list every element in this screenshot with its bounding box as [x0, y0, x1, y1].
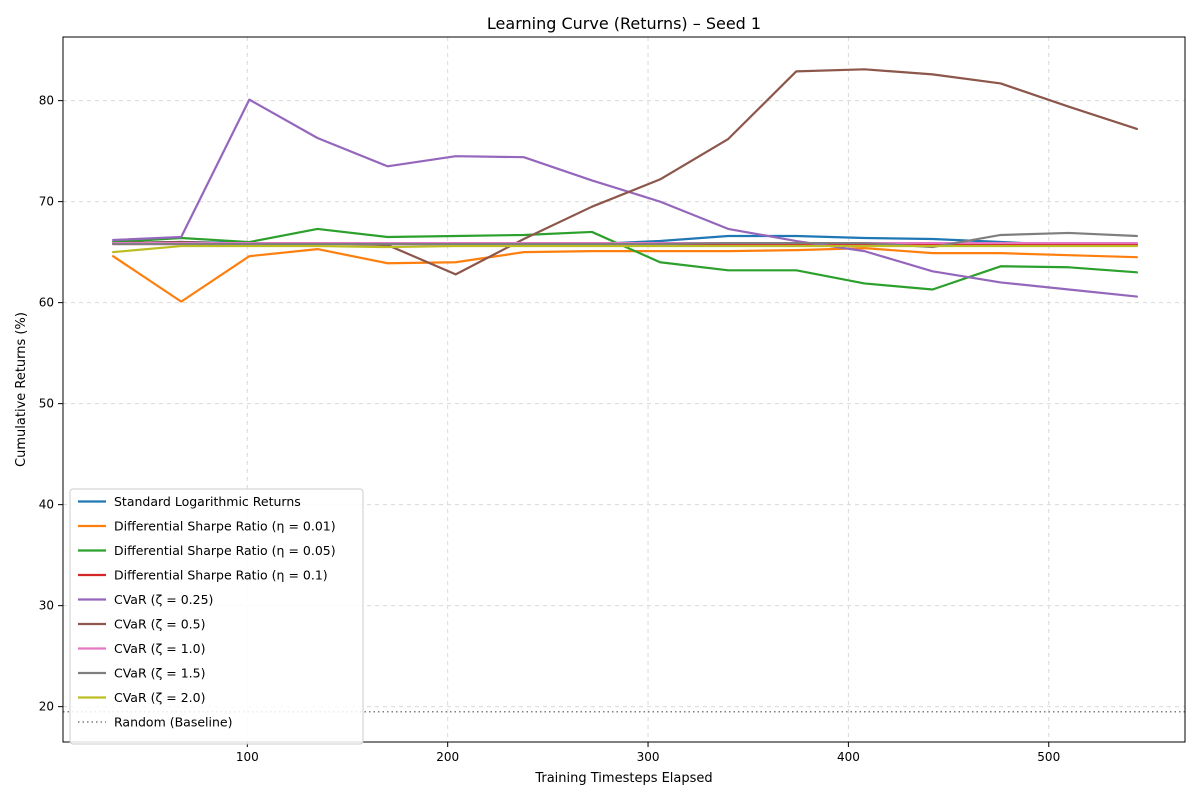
y-tick-label: 50	[39, 397, 54, 411]
legend-label: CVaR (ζ = 2.0)	[114, 690, 205, 705]
series-layer	[111, 68, 1139, 303]
y-tick-label: 20	[39, 700, 54, 714]
x-axis-label: Training Timesteps Elapsed	[534, 771, 712, 786]
series-line-1	[111, 246, 1139, 303]
y-tick-label: 60	[39, 296, 54, 310]
x-tick-label: 100	[236, 750, 259, 764]
y-tick-label: 80	[39, 94, 54, 108]
y-tick-label: 40	[39, 498, 54, 512]
legend-label: Standard Logarithmic Returns	[114, 494, 301, 509]
y-tick-label: 30	[39, 599, 54, 613]
x-tick-label: 500	[1037, 750, 1060, 764]
legend-label: CVaR (ζ = 1.0)	[114, 641, 205, 656]
legend-box	[69, 488, 364, 745]
legend-label: CVaR (ζ = 1.5)	[114, 666, 205, 681]
legend-label: Differential Sharpe Ratio (η = 0.01)	[114, 519, 336, 534]
legend-label: CVaR (ζ = 0.25)	[114, 592, 213, 607]
x-axis-ticks: 100 200 300 400 500	[236, 742, 1060, 764]
y-tick-label: 70	[39, 195, 54, 209]
series-line-7	[111, 231, 1139, 249]
series-line-8	[111, 244, 1139, 254]
legend-label: Differential Sharpe Ratio (η = 0.1)	[114, 568, 328, 583]
legend-label: Random (Baseline)	[114, 715, 232, 730]
x-tick-label: 300	[637, 750, 660, 764]
chart-title: Learning Curve (Returns) – Seed 1	[487, 14, 761, 33]
series-line-4	[111, 98, 1139, 298]
y-axis-ticks: 20 30 40 50 60 70 80	[39, 94, 63, 714]
x-tick-label: 400	[837, 750, 860, 764]
legend-label: CVaR (ζ = 0.5)	[114, 617, 205, 632]
legend-label: Differential Sharpe Ratio (η = 0.05)	[114, 543, 336, 558]
y-axis-label: Cumulative Returns (%)	[14, 312, 29, 467]
plot-area-frame	[62, 36, 1186, 743]
legend: Standard Logarithmic Returns Differential…	[69, 488, 364, 745]
x-tick-label: 200	[436, 750, 459, 764]
